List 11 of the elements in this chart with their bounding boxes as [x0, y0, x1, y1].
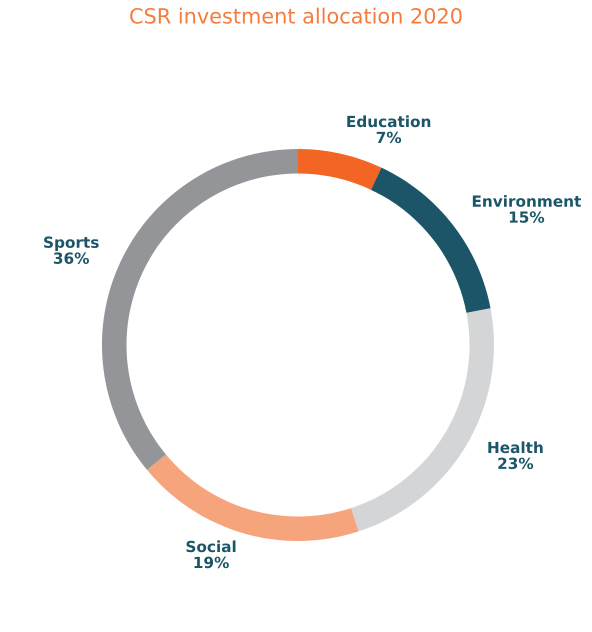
slice-label: Social [186, 540, 236, 552]
slice-label: Health [488, 441, 543, 454]
data-label: 19% [194, 556, 229, 568]
data-label: 23% [498, 458, 534, 470]
data-label: 15% [510, 211, 544, 223]
data-label: 7% [376, 132, 402, 144]
slice-label: Environment [472, 195, 581, 207]
chart-title: CSR investment allocation 2020 [130, 8, 462, 24]
slice-label: Sports [44, 236, 99, 251]
data-label: 36% [54, 252, 89, 264]
slice-label: Education [347, 115, 430, 128]
